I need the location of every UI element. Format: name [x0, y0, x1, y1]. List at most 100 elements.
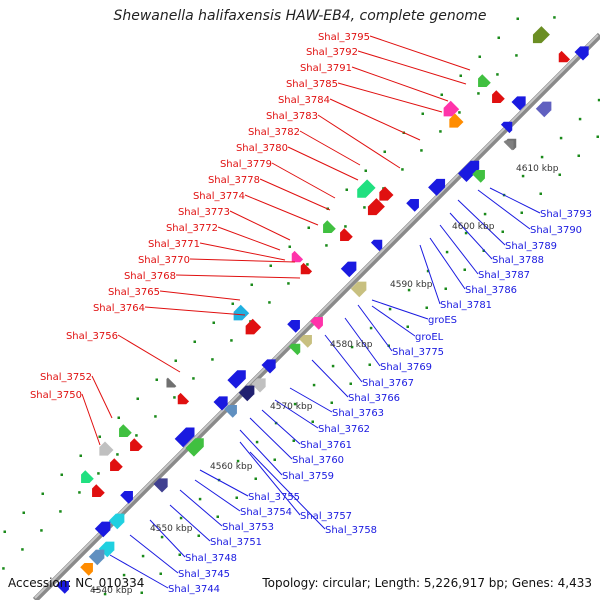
- gene-feature: [574, 46, 589, 61]
- reverse-gene-label: groEL: [415, 332, 444, 343]
- reverse-gene-label: Shal_3758: [325, 525, 377, 536]
- scale-tick-label: 4540 kbp: [90, 586, 133, 596]
- forward-gene-label: Shal_3785: [286, 79, 338, 90]
- forward-gene-label: Shal_3773: [178, 207, 230, 218]
- reverse-gene-label: Shal_3745: [178, 569, 230, 580]
- scale-tick-label: 4600 kbp: [452, 222, 495, 232]
- gene-feature: [213, 396, 228, 411]
- forward-gene-label: Shal_3770: [138, 255, 190, 266]
- forward-gene-label: Shal_3756: [66, 331, 118, 342]
- forward-gene-label: Shal_3784: [278, 95, 330, 106]
- gene-feature: [310, 317, 323, 330]
- gene-feature: [56, 581, 69, 594]
- forward-gene-label: Shal_3779: [220, 159, 272, 170]
- gene-feature: [500, 121, 513, 134]
- forward-gene-label: Shal_3774: [193, 191, 245, 202]
- reverse-gene-label: Shal_3769: [380, 362, 432, 373]
- forward-gene-label: Shal_3771: [148, 239, 200, 250]
- scale-tick-label: 4590 kbp: [390, 280, 433, 290]
- gene-feature: [299, 335, 312, 348]
- forward-gene-label: Shal_3791: [300, 63, 352, 74]
- reverse-gene-label: Shal_3793: [540, 209, 592, 220]
- reverse-gene-label: Shal_3787: [478, 270, 530, 281]
- reverse-gene-label: Shal_3790: [530, 225, 582, 236]
- reverse-gene-label: Shal_3757: [300, 511, 352, 522]
- forward-gene-label: Shal_3783: [266, 111, 318, 122]
- reverse-gene-label: Shal_3766: [348, 393, 400, 404]
- accession-text: Accession: NC_010334: [8, 576, 145, 590]
- forward-gene-label: Shal_3795: [318, 32, 370, 43]
- reverse-gene-label: Shal_3788: [492, 255, 544, 266]
- gene-feature: [81, 470, 94, 483]
- gene-feature: [185, 438, 204, 457]
- gene-feature: [287, 320, 300, 333]
- gene-feature: [261, 359, 276, 374]
- gene-feature: [238, 385, 255, 402]
- forward-gene-label: Shal_3772: [166, 223, 218, 234]
- reverse-gene-label: Shal_3744: [168, 584, 220, 595]
- reverse-gene-label: Shal_3789: [505, 241, 557, 252]
- scale-tick-label: 4560 kbp: [210, 462, 253, 472]
- scale-tick-label: 4550 kbp: [150, 524, 193, 534]
- gene-feature: [94, 521, 111, 538]
- reverse-gene-label: Shal_3755: [248, 492, 300, 503]
- gene-feature: [233, 304, 250, 321]
- gene-feature: [224, 405, 237, 418]
- forward-gene-label: Shal_3765: [108, 287, 160, 298]
- gene-feature: [370, 239, 383, 252]
- gene-feature: [251, 378, 266, 393]
- gene-feature: [291, 250, 304, 263]
- forward-gene-label: Shal_3764: [93, 303, 145, 314]
- gene-feature: [288, 343, 301, 356]
- forward-gene-label: Shal_3778: [208, 175, 260, 186]
- reverse-gene-label: Shal_3786: [465, 285, 517, 296]
- gene-feature: [357, 179, 376, 198]
- gene-feature: [153, 478, 168, 493]
- gene-feature: [406, 199, 419, 212]
- reverse-gene-label: Shal_3761: [300, 440, 352, 451]
- reverse-gene-label: Shal_3754: [240, 507, 292, 518]
- gene-feature: [443, 100, 460, 117]
- forward-gene-label: Shal_3792: [306, 47, 358, 58]
- gene-feature: [177, 392, 190, 405]
- reverse-gene-label: Shal_3762: [318, 424, 370, 435]
- gene-feature: [449, 113, 464, 128]
- forward-gene-label: Shal_3752: [40, 372, 92, 383]
- gene-feature: [340, 228, 353, 241]
- gene-feature: [478, 74, 491, 87]
- gene-feature: [323, 220, 336, 233]
- scale-tick-label: 4570 kbp: [270, 402, 313, 412]
- reverse-gene-label: Shal_3760: [292, 455, 344, 466]
- gene-feature: [535, 101, 552, 118]
- reverse-gene-label: Shal_3748: [185, 553, 237, 564]
- gene-feature: [130, 438, 143, 451]
- gene-feature: [174, 427, 195, 448]
- gene-feature: [367, 198, 385, 216]
- reverse-gene-label: groES: [428, 315, 457, 326]
- reverse-gene-label: Shal_3763: [332, 408, 384, 419]
- gene-feature: [511, 96, 526, 111]
- reverse-gene-label: Shal_3775: [392, 347, 444, 358]
- reverse-gene-label: Shal_3781: [440, 300, 492, 311]
- forward-gene-label: Shal_3750: [30, 390, 82, 401]
- topology-text: Topology: circular; Length: 5,226,917 bp…: [262, 576, 592, 590]
- gene-feature: [245, 318, 262, 335]
- gene-feature: [110, 458, 123, 471]
- forward-gene-label: Shal_3768: [124, 271, 176, 282]
- scale-tick-label: 4610 kbp: [516, 164, 559, 174]
- gene-feature: [492, 90, 505, 103]
- gene-feature: [558, 50, 571, 63]
- reverse-gene-label: Shal_3767: [362, 378, 414, 389]
- reverse-gene-label: Shal_3751: [210, 537, 262, 548]
- gene-feature: [88, 549, 105, 566]
- gene-feature: [92, 484, 105, 497]
- gene-feature: [340, 261, 357, 278]
- gene-feature: [108, 513, 125, 530]
- gene-feature: [350, 281, 367, 298]
- gene-feature: [503, 140, 514, 151]
- gene-feature: [379, 186, 394, 201]
- gene-feature: [166, 377, 177, 388]
- gene-feature: [120, 491, 133, 504]
- forward-gene-label: Shal_3780: [236, 143, 288, 154]
- gene-feature: [227, 370, 246, 389]
